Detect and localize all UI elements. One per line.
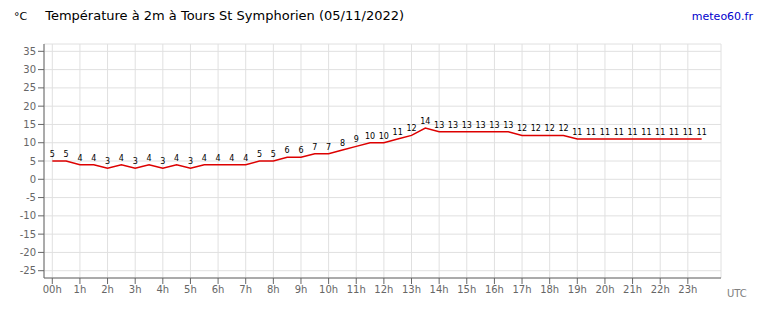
svg-text:3: 3	[160, 157, 165, 166]
html-text:°C: °C	[14, 10, 28, 23]
svg-text:8h: 8h	[267, 284, 280, 295]
svg-text:1h: 1h	[74, 284, 87, 295]
svg-text:3h: 3h	[129, 284, 142, 295]
svg-text:13: 13	[462, 121, 472, 130]
svg-text:25: 25	[23, 82, 36, 93]
svg-text:15h: 15h	[457, 284, 476, 295]
svg-text:11: 11	[669, 128, 679, 137]
svg-text:22h: 22h	[651, 284, 670, 295]
svg-text:13: 13	[489, 121, 499, 130]
svg-text:3: 3	[105, 157, 110, 166]
svg-text:10: 10	[23, 137, 36, 148]
svg-text:10h: 10h	[319, 284, 338, 295]
svg-text:11: 11	[655, 128, 665, 137]
svg-text:13: 13	[434, 121, 444, 130]
svg-text:15: 15	[23, 119, 36, 130]
svg-text:13h: 13h	[402, 284, 421, 295]
svg-text:11h: 11h	[347, 284, 366, 295]
svg-text:4: 4	[91, 154, 96, 163]
svg-text:12: 12	[545, 124, 555, 133]
svg-text:30: 30	[23, 64, 36, 75]
svg-text:11: 11	[614, 128, 624, 137]
svg-text:4: 4	[243, 154, 248, 163]
svg-text:6: 6	[285, 146, 290, 155]
svg-text:12: 12	[558, 124, 568, 133]
svg-text:5: 5	[271, 150, 276, 159]
svg-text:12h: 12h	[374, 284, 393, 295]
svg-text:4: 4	[174, 154, 179, 163]
svg-text:6: 6	[298, 146, 303, 155]
svg-text:4: 4	[202, 154, 207, 163]
svg-text:11: 11	[586, 128, 596, 137]
svg-text:5: 5	[257, 150, 262, 159]
svg-text:5: 5	[64, 150, 69, 159]
svg-text:20h: 20h	[595, 284, 614, 295]
svg-text:11: 11	[627, 128, 637, 137]
svg-text:5h: 5h	[184, 284, 197, 295]
svg-text:2h: 2h	[101, 284, 114, 295]
svg-text:4: 4	[216, 154, 221, 163]
svg-text:35: 35	[23, 46, 36, 57]
svg-text:9: 9	[354, 135, 359, 144]
svg-text:23h: 23h	[678, 284, 697, 295]
svg-text:12: 12	[406, 124, 416, 133]
svg-text:11: 11	[683, 128, 693, 137]
svg-text:-5: -5	[26, 192, 36, 203]
html-text:meteo60.fr: meteo60.fr	[691, 10, 753, 23]
svg-text:7h: 7h	[239, 284, 252, 295]
svg-text:3: 3	[133, 157, 138, 166]
svg-text:-15: -15	[20, 229, 36, 240]
svg-text:21h: 21h	[623, 284, 642, 295]
svg-text:18h: 18h	[540, 284, 559, 295]
svg-text:20: 20	[23, 101, 36, 112]
svg-text:10: 10	[365, 132, 375, 141]
svg-text:9h: 9h	[295, 284, 308, 295]
svg-text:11: 11	[393, 128, 403, 137]
svg-text:16h: 16h	[485, 284, 504, 295]
svg-text:11: 11	[697, 128, 707, 137]
svg-text:4h: 4h	[156, 284, 169, 295]
svg-text:5: 5	[50, 150, 55, 159]
svg-text:11: 11	[600, 128, 610, 137]
svg-text:19h: 19h	[568, 284, 587, 295]
svg-text:4: 4	[146, 154, 151, 163]
svg-text:3: 3	[188, 157, 193, 166]
svg-text:UTC: UTC	[727, 288, 747, 299]
svg-text:13: 13	[476, 121, 486, 130]
svg-text:14h: 14h	[430, 284, 449, 295]
svg-text:4: 4	[119, 154, 124, 163]
svg-text:00h: 00h	[43, 284, 62, 295]
svg-text:12: 12	[517, 124, 527, 133]
svg-text:0: 0	[30, 174, 36, 185]
svg-text:17h: 17h	[513, 284, 532, 295]
svg-text:8: 8	[340, 139, 345, 148]
html-text:Température à 2m à Tours St Sy: Température à 2m à Tours St Symphorien (…	[45, 8, 404, 23]
svg-text:7: 7	[312, 143, 317, 152]
svg-text:10: 10	[379, 132, 389, 141]
svg-text:-10: -10	[20, 210, 36, 221]
svg-text:5: 5	[30, 156, 36, 167]
svg-text:14: 14	[420, 117, 430, 126]
svg-text:11: 11	[572, 128, 582, 137]
svg-text:4: 4	[77, 154, 82, 163]
svg-text:7: 7	[326, 143, 331, 152]
svg-text:11: 11	[641, 128, 651, 137]
svg-text:13: 13	[503, 121, 513, 130]
svg-text:4: 4	[229, 154, 234, 163]
svg-text:-25: -25	[20, 265, 36, 276]
svg-text:6h: 6h	[212, 284, 225, 295]
svg-text:-20: -20	[20, 247, 36, 258]
svg-text:13: 13	[448, 121, 458, 130]
svg-text:12: 12	[531, 124, 541, 133]
